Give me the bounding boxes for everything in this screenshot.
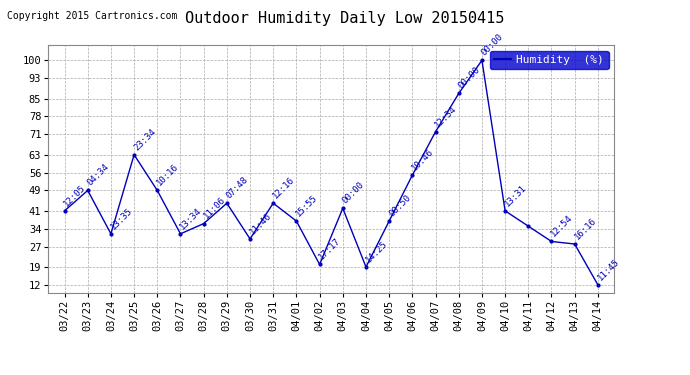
Text: 12:34: 12:34: [433, 104, 459, 129]
Text: 12:05: 12:05: [62, 183, 88, 208]
Text: 12:54: 12:54: [549, 213, 575, 239]
Text: 10:16: 10:16: [155, 162, 181, 188]
Text: 04:34: 04:34: [86, 162, 111, 188]
Text: 14:25: 14:25: [364, 239, 389, 264]
Text: 11:46: 11:46: [248, 211, 273, 236]
Text: 17:17: 17:17: [317, 236, 343, 262]
Text: 13:34: 13:34: [178, 206, 204, 231]
Text: 15:55: 15:55: [294, 193, 319, 218]
Text: Copyright 2015 Cartronics.com: Copyright 2015 Cartronics.com: [7, 11, 177, 21]
Text: 12:16: 12:16: [271, 175, 297, 200]
Text: 10:46: 10:46: [410, 147, 435, 172]
Text: 13:35: 13:35: [109, 206, 134, 231]
Text: 13:31: 13:31: [503, 183, 529, 208]
Text: 23:34: 23:34: [132, 127, 157, 152]
Text: 00:00: 00:00: [480, 32, 505, 57]
Text: Outdoor Humidity Daily Low 20150415: Outdoor Humidity Daily Low 20150415: [186, 11, 504, 26]
Text: 16:16: 16:16: [573, 216, 598, 241]
Text: 07:48: 07:48: [225, 175, 250, 200]
Text: 00:00: 00:00: [341, 180, 366, 206]
Text: 00:50: 00:50: [387, 193, 413, 218]
Text: 11:45: 11:45: [595, 257, 621, 282]
Text: 00:00: 00:00: [457, 65, 482, 91]
Legend: Humidity  (%): Humidity (%): [490, 51, 609, 69]
Text: 11:06: 11:06: [201, 195, 227, 221]
